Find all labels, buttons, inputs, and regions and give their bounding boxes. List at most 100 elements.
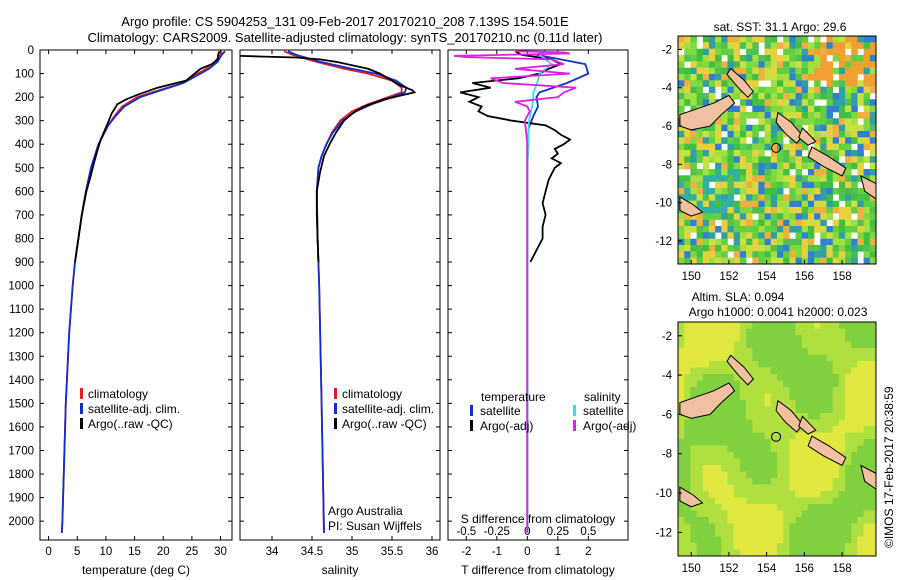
map-cell: [721, 156, 728, 163]
map-cell: [678, 374, 685, 381]
map-cell: [708, 497, 716, 505]
map-cell: [727, 484, 734, 492]
map-cell: [814, 131, 821, 138]
map-cell: [733, 36, 741, 43]
map-cell: [807, 367, 815, 375]
map-cell: [678, 354, 685, 362]
map-cell: [690, 445, 697, 453]
map-cell: [721, 484, 728, 492]
map-cell: [690, 251, 697, 258]
map-cell: [752, 484, 759, 492]
map-cell: [684, 232, 691, 239]
map-cell: [863, 322, 871, 329]
map-cell: [845, 393, 852, 401]
map-cell: [752, 452, 759, 459]
map-cell: [838, 80, 846, 87]
map-cell: [783, 74, 790, 81]
map-cell: [814, 124, 821, 132]
map-cell: [801, 465, 809, 472]
map-cell: [752, 55, 759, 62]
map-cell: [789, 406, 796, 414]
map-cell: [838, 175, 846, 182]
map-cell: [869, 61, 877, 68]
map-cell: [777, 523, 784, 531]
map-cell: [702, 137, 710, 144]
map-cell: [770, 42, 778, 49]
map-cell: [721, 226, 728, 233]
map-cell: [721, 194, 728, 201]
map-cell: [746, 194, 753, 201]
map-cell: [789, 367, 796, 375]
map-cell: [727, 194, 734, 201]
map-cell: [758, 400, 765, 407]
map-cell: [857, 543, 864, 550]
map-cell: [851, 471, 858, 479]
map-cell: [684, 354, 691, 362]
map-cell: [838, 131, 846, 138]
map-cell: [795, 80, 803, 87]
map-cell: [721, 219, 728, 227]
map-lat-label: -6: [662, 121, 672, 133]
map-cell: [845, 458, 852, 466]
map-cell: [702, 213, 710, 220]
map-cell: [777, 200, 784, 208]
map-cell: [807, 55, 815, 62]
map-cell: [727, 188, 734, 195]
map-cell: [851, 458, 858, 466]
map-cell: [826, 432, 833, 440]
map-cell: [733, 143, 741, 151]
map-cell: [690, 93, 697, 100]
map-cell: [826, 367, 833, 375]
credit-pi: PI: Susan Wijffels: [328, 519, 422, 533]
map-cell: [702, 419, 710, 427]
map-cell: [758, 194, 765, 201]
map-cell: [770, 55, 778, 62]
map-cell: [702, 194, 710, 201]
map-cell: [814, 517, 821, 524]
map-cell: [789, 257, 796, 265]
map-cell: [746, 162, 753, 170]
map-cell: [795, 471, 803, 479]
map-cell: [715, 55, 722, 62]
map-cell: [789, 99, 796, 106]
map-cell: [690, 67, 697, 75]
map-cell: [795, 207, 803, 214]
map-cell: [746, 393, 753, 401]
map-cell: [807, 99, 815, 106]
map-cell: [733, 124, 741, 132]
map-cell: [690, 439, 697, 446]
map-cell: [851, 523, 858, 531]
map-cell: [758, 169, 765, 176]
map-cell: [814, 48, 821, 56]
map-cell: [770, 118, 778, 125]
map-cell: [863, 137, 871, 144]
x-tick-label: -1: [492, 546, 502, 558]
map-cell: [863, 124, 871, 132]
map-cell: [764, 245, 772, 252]
map-cell: [739, 419, 747, 427]
map-cell: [807, 419, 815, 427]
map-cell: [838, 245, 846, 252]
credit-org: Argo Australia: [328, 504, 403, 518]
map-cell: [727, 61, 734, 68]
map-cell: [721, 137, 728, 144]
map-cell: [783, 86, 790, 94]
map-cell: [857, 517, 864, 524]
map-cell: [739, 523, 747, 531]
map-cell: [752, 238, 759, 246]
map-cell: [715, 124, 722, 132]
map-cell: [826, 245, 833, 252]
map-cell: [807, 238, 815, 246]
map-cell: [801, 162, 809, 170]
map-cell: [807, 226, 815, 233]
map-cell: [770, 74, 778, 81]
map-cell: [770, 67, 778, 75]
map-cell: [845, 200, 852, 208]
map-cell: [845, 257, 852, 265]
map-cell: [807, 380, 815, 388]
map-cell: [758, 478, 765, 485]
map-cell: [715, 251, 722, 258]
map-cell: [857, 335, 864, 342]
map-cell: [727, 471, 734, 479]
map-cell: [758, 86, 765, 94]
